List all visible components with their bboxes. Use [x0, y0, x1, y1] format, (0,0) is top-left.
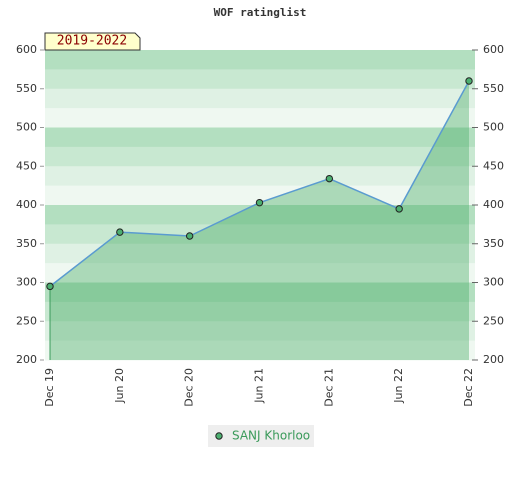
point — [325, 174, 334, 183]
band — [45, 340, 475, 361]
legend-marker — [215, 432, 223, 440]
y-tick-label: 600 — [16, 43, 37, 56]
y-tick-label: 350 — [16, 237, 37, 250]
x-tick-label: Dec 21 — [322, 368, 335, 407]
y2-tick-label: 250 — [483, 314, 504, 327]
y-tick-label: 300 — [16, 276, 37, 289]
band — [45, 301, 475, 322]
plot-background — [45, 50, 475, 361]
point — [116, 228, 124, 236]
band — [45, 166, 475, 187]
band — [45, 69, 475, 90]
band — [45, 243, 475, 264]
band — [45, 127, 475, 148]
legend-box — [208, 425, 314, 447]
area — [50, 81, 469, 360]
band — [45, 282, 475, 303]
point — [395, 205, 403, 213]
annotation: 2019-2022 — [57, 34, 127, 49]
y2-tick-label: 300 — [483, 276, 504, 289]
y2-tick-label: 350 — [483, 237, 504, 250]
point — [185, 232, 194, 240]
band — [45, 146, 475, 167]
y2-tick-label: 200 — [483, 353, 504, 366]
band — [45, 224, 475, 245]
band — [45, 185, 475, 206]
band — [45, 88, 475, 109]
y2-tick-label: 550 — [483, 82, 504, 95]
y2-tick-label: 400 — [483, 198, 504, 211]
y-tick-label: 500 — [16, 121, 37, 134]
x-tick-label: Jun 21 — [253, 368, 266, 404]
band — [45, 108, 475, 128]
y-tick-label: 400 — [16, 198, 37, 211]
chart-title: WOF ratinglist — [214, 6, 307, 19]
x-tick-label: Dec 20 — [183, 368, 196, 407]
band — [45, 50, 475, 70]
point — [255, 198, 264, 207]
x-tick-label: Dec 19 — [43, 368, 56, 407]
annotation-box — [44, 32, 141, 51]
point — [465, 77, 473, 85]
y-tick-label: 250 — [16, 314, 37, 327]
y-tick-label: 200 — [16, 353, 37, 366]
y-tick-label: 450 — [16, 159, 37, 172]
band — [45, 263, 475, 283]
band — [45, 321, 475, 342]
y2-tick-label: 500 — [483, 121, 504, 134]
y2-tick-label: 600 — [483, 43, 504, 56]
x-tick-label: Dec 22 — [462, 368, 475, 407]
legend-label: SANJ Khorloo — [232, 429, 310, 443]
band — [45, 205, 475, 225]
x-tick-label: Jun 22 — [392, 368, 405, 404]
y2-tick-label: 450 — [483, 159, 504, 172]
point — [46, 282, 54, 291]
x-tick-label: Jun 20 — [113, 368, 126, 404]
y-tick-label: 550 — [16, 82, 37, 95]
